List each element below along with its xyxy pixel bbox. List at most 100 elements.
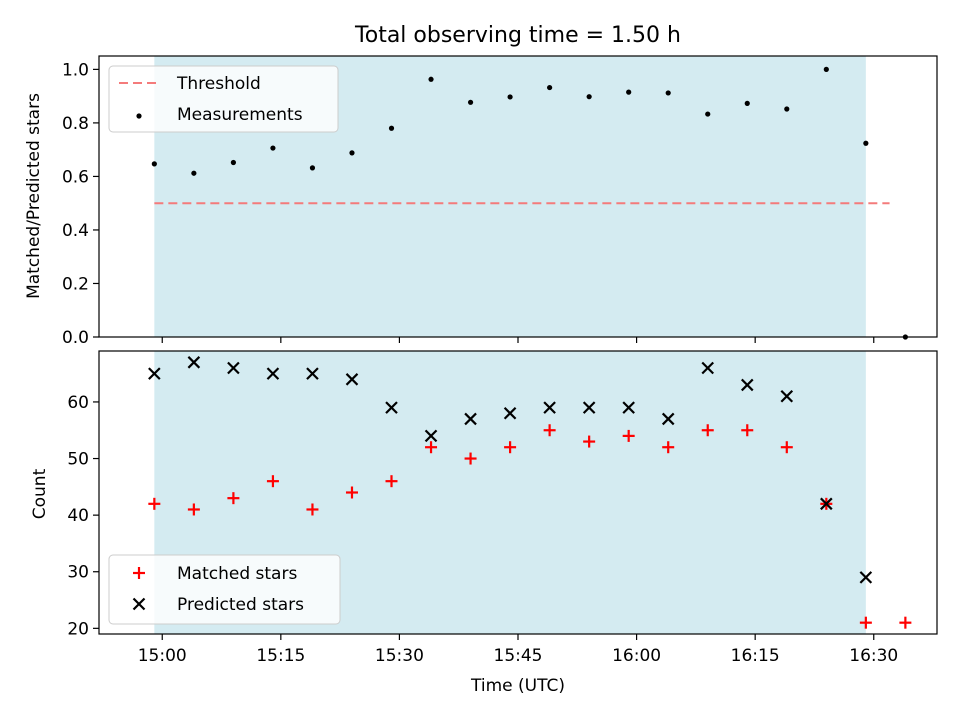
bottom-legend-box: [108, 554, 341, 625]
matched-star-point: [148, 497, 161, 510]
measurement-point: [191, 170, 197, 176]
measurement-points: [151, 66, 908, 340]
measurement-point: [744, 100, 750, 106]
measurement-point: [507, 94, 513, 100]
predicted-star-point: [464, 412, 477, 426]
legend-measurements-swatch: [136, 113, 142, 119]
measurement-point: [626, 89, 632, 95]
measurement-point: [863, 140, 869, 146]
matched-star-point: [464, 452, 477, 465]
measurement-point: [309, 165, 316, 171]
top-ytick-label: 0.4: [62, 221, 89, 241]
measurement-point: [230, 159, 236, 166]
matched-stars-points: [148, 424, 912, 629]
measurement-point: [547, 84, 553, 91]
predicted-star-point: [820, 497, 833, 511]
legend-predicted-swatch: [132, 597, 146, 611]
predicted-star-point: [306, 367, 319, 380]
bottom-x-axis: 15:00 15:15 15:30 15:45 16:00 16:15 16:30: [138, 634, 898, 666]
measurement-point: [270, 145, 276, 151]
measurement-point: [586, 94, 592, 100]
predicted-star-point: [780, 390, 794, 403]
predicted-star-point: [859, 571, 873, 584]
measurement-point: [388, 125, 395, 131]
predicted-star-point: [345, 373, 359, 386]
top-ytick-label: 0.2: [62, 274, 89, 294]
predicted-star-point: [385, 401, 398, 414]
bottom-ylabel: Count: [30, 468, 50, 519]
predicted-star-point: [148, 367, 161, 380]
legend-predicted-label: Predicted stars: [177, 595, 304, 615]
legend-matched-swatch: [133, 567, 145, 579]
top-y-axis: 0.0 0.2 0.4 0.6 0.8 1.0: [62, 60, 99, 348]
top-legend: Threshold Measurements: [108, 65, 339, 133]
predicted-star-point: [740, 378, 754, 392]
legend-threshold-label: Threshold: [176, 74, 261, 94]
matched-star-point: [701, 424, 714, 437]
bottom-legend: Matched stars Predicted stars: [108, 554, 341, 625]
bottom-ytick-label: 30: [67, 563, 89, 583]
matched-star-point: [741, 424, 754, 437]
xtick-label: 15:00: [138, 646, 187, 666]
measurement-point: [665, 90, 671, 96]
xtick-label: 16:30: [849, 646, 898, 666]
predicted-star-point: [503, 406, 517, 420]
matched-star-point: [622, 429, 635, 442]
bottom-ytick-label: 50: [67, 450, 89, 470]
figure-title: Total observing time = 1.50 h: [354, 23, 681, 48]
bottom-ytick-label: 20: [67, 619, 89, 639]
matched-star-point: [780, 441, 793, 454]
measurement-point: [428, 76, 434, 82]
legend-plus-marker: [133, 567, 145, 579]
predicted-stars-points: [148, 356, 873, 584]
predicted-star-point: [661, 412, 675, 426]
top-ytick-label: 0.0: [62, 328, 89, 348]
xtick-label: 16:15: [731, 646, 780, 666]
x-axis-label: Time (UTC): [470, 676, 565, 696]
predicted-star-point: [701, 361, 715, 375]
measurement-point: [467, 99, 474, 105]
top-ytick-label: 1.0: [62, 60, 89, 80]
top-plot-frame: [98, 55, 938, 338]
predicted-star-point: [622, 401, 635, 414]
bottom-plot-frame: [98, 350, 938, 635]
legend-measurements-label: Measurements: [177, 105, 303, 125]
measurement-point: [823, 66, 829, 72]
measurement-point: [705, 111, 711, 117]
top-legend-box: [108, 65, 339, 133]
top-x-ticks: [161, 337, 875, 343]
bottom-ytick-label: 60: [67, 393, 89, 413]
top-ylabel: Matched/Predicted stars: [24, 93, 44, 299]
xtick-label: 15:15: [256, 646, 305, 666]
xtick-label: 16:00: [612, 646, 661, 666]
predicted-star-point: [543, 401, 556, 414]
top-ytick-label: 0.8: [62, 114, 89, 134]
bottom-y-axis: 20 30 40 50 60: [67, 393, 99, 639]
matched-star-point: [385, 475, 398, 488]
predicted-star-point: [582, 401, 596, 414]
matched-star-point: [306, 503, 319, 516]
predicted-star-point: [187, 356, 201, 369]
bottom-panel: 20 30 40 50 60 15:00 15:15 15:30 15:45 16:00 16:1…: [30, 350, 938, 696]
matched-star-point: [583, 435, 596, 448]
measurement-point: [784, 106, 790, 112]
top-ytick-label: 0.6: [62, 167, 89, 187]
matched-star-point: [227, 492, 240, 505]
matched-star-point: [899, 616, 912, 629]
matched-star-point: [187, 503, 200, 516]
matched-star-point: [504, 441, 517, 454]
predicted-star-point: [266, 367, 280, 380]
measurement-point: [349, 150, 355, 156]
matched-star-point: [859, 616, 872, 629]
matched-star-point: [662, 441, 675, 454]
matched-star-point: [345, 486, 358, 499]
xtick-label: 15:30: [375, 646, 424, 666]
legend-x-marker: [132, 597, 146, 611]
matched-star-point: [425, 441, 438, 454]
legend-matched-label: Matched stars: [177, 564, 297, 584]
predicted-star-point: [424, 429, 438, 443]
matched-star-point: [543, 424, 556, 437]
measurement-point: [151, 161, 157, 167]
top-panel: 0.0 0.2 0.4 0.6 0.8 1.0 Matched/Predicted sta…: [24, 55, 938, 348]
